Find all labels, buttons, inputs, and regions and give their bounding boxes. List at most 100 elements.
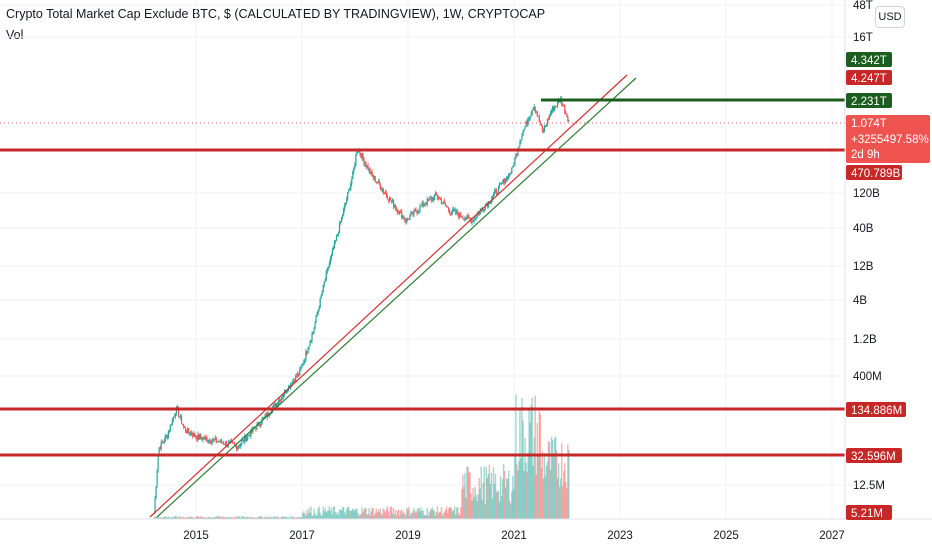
candle-body [208,439,210,442]
volume-bar [248,517,250,519]
candle-body [415,210,417,212]
volume-bar [266,517,268,519]
candle-body [321,291,323,296]
candle-body [350,183,352,190]
volume-bar [464,472,466,519]
candle-body [512,165,514,168]
volume-bar [315,515,317,519]
candle-body [556,105,558,107]
volume-bar [542,478,545,519]
candle-body [515,153,517,158]
volume-bar [508,470,510,519]
candle-body [363,158,365,164]
volume-bar [319,512,321,519]
volume-bar [549,469,552,519]
volume-bar [163,516,165,519]
volume-bar [360,514,362,519]
volume-bar [353,509,355,519]
volume-bar [402,513,404,519]
volume-bar [425,515,427,519]
candle-body [462,217,464,219]
volume-bar [193,517,195,519]
candle-body [278,399,281,402]
volume-bar [162,517,164,519]
candle-body [564,106,566,114]
candle-body [535,111,537,113]
volume-bar [340,509,343,519]
candle-body [256,424,258,430]
volume-bar [367,514,369,519]
volume-bar [439,511,442,519]
volume-bar [344,514,347,519]
volume-bar [469,472,471,519]
volume-bar [547,441,550,519]
volume-bar [449,507,452,519]
volume-bar [306,509,308,519]
volume-bar [566,488,568,519]
candle-body [417,211,419,213]
candle-body [359,150,361,155]
volume-bar [459,514,461,519]
volume-bar [253,517,255,519]
volume-bar [413,508,415,519]
volume-bar [430,508,432,519]
volume-bar [428,512,430,519]
volume-bar [244,517,246,519]
candle-body [425,204,427,206]
candle-body [413,210,415,215]
candle-body [164,436,166,442]
volume-bar [407,509,409,519]
candle-body [532,108,534,110]
y-tick-12-5m: 12.5M [853,480,885,492]
volume-bar [181,517,184,519]
volume-bar [457,507,459,519]
volume-bar [313,508,315,519]
candle-body [341,215,344,218]
volume-bar [179,517,182,519]
volume-bar [536,423,538,519]
volume-bar [462,474,464,519]
volume-bar [363,509,365,519]
volume-indicator-label[interactable]: Vol [6,28,24,42]
candle-body [239,446,241,448]
candle-body [468,216,470,219]
candle-body [438,198,441,200]
volume-bar [499,476,502,519]
volume-bar [527,452,529,519]
candle-body [367,165,369,171]
volume-bar [224,517,227,519]
trendline-green[interactable] [156,77,637,518]
volume-bar [293,517,296,519]
volume-bar [254,517,256,519]
candle-body [431,197,433,201]
volume-bar [562,486,564,519]
candle-body [247,435,249,438]
candle-body [541,125,543,131]
volume-bar [397,509,400,519]
volume-bar [304,513,306,519]
candle-body [157,454,159,471]
candle-body [433,195,435,201]
candle-body [391,200,394,202]
volume-bar [303,511,305,519]
candle-body [206,438,208,442]
candle-body [473,218,475,222]
candle-body [429,198,431,200]
currency-button[interactable]: USD [875,6,905,28]
candle-body [505,179,507,184]
volume-bar [471,500,473,519]
time-axis[interactable]: 2015 2017 2019 2021 2023 2025 2027 [183,530,845,542]
candle-body [432,197,434,201]
candle-body [213,439,215,441]
y-tick-4b: 4B [853,295,867,307]
volume-bar [414,512,416,519]
candle-body [220,439,222,443]
volume-bar [406,507,408,519]
candle-body [166,435,168,438]
volume-bar [292,516,295,519]
candle-body [309,342,311,347]
candle-body [306,351,308,354]
volume-bar [409,515,411,519]
volume-bar [555,450,558,519]
